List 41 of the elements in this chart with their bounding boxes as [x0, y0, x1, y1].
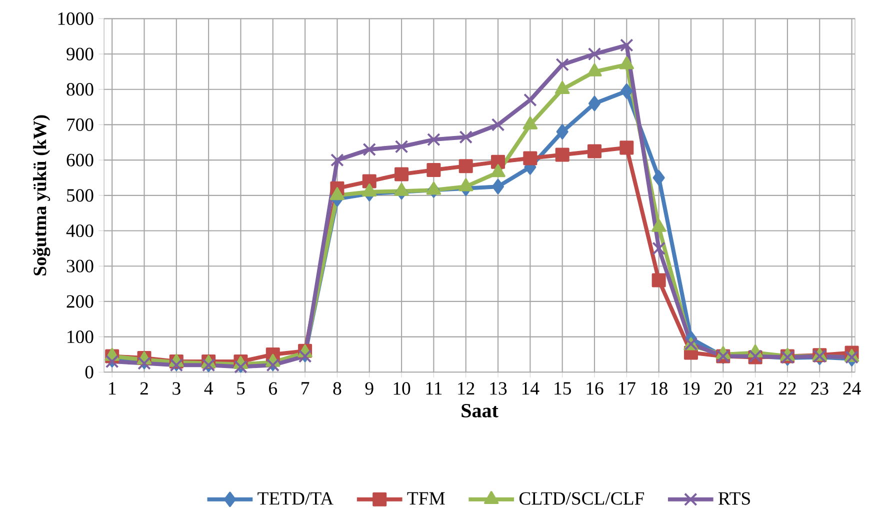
x-tick-label: 8 [333, 382, 342, 396]
x-tick-label: 13 [490, 382, 507, 395]
y-tick-label: 300 [66, 260, 94, 273]
y-tick-label: 1000 [58, 12, 94, 26]
x-tick-label: 20 [714, 382, 732, 396]
x-tick-label: 12 [458, 382, 474, 395]
legend-label: RTS [718, 492, 750, 505]
y-tick-label: 200 [66, 295, 94, 308]
x-tick-label: 23 [811, 382, 828, 395]
x-tick-label: 17 [618, 382, 636, 395]
x-tick-label: 6 [269, 382, 278, 395]
x-tick-label: 19 [683, 382, 700, 395]
x-tick-label: 14 [522, 382, 540, 395]
y-tick-label: 400 [66, 224, 94, 238]
x-tick-label: 24 [843, 382, 861, 395]
x-tick-label: 10 [394, 382, 410, 396]
x-tick-label: 15 [554, 382, 571, 395]
x-tick-label: 22 [778, 382, 796, 395]
x-axis-title: Saat [462, 404, 498, 418]
y-tick-label: 0 [85, 366, 94, 379]
x-tick-label: 4 [204, 382, 213, 395]
x-tick-label: 11 [426, 382, 442, 395]
y-tick-label: 900 [66, 48, 94, 61]
x-tick-label: 3 [172, 382, 180, 395]
x-tick-label: 16 [586, 382, 604, 395]
x-tick-label: 2 [140, 382, 148, 395]
legend-label: TFM [407, 492, 445, 505]
legend-label: TETD/TA [258, 492, 334, 505]
y-tick-label: 600 [66, 154, 94, 167]
y-tick-label: 500 [67, 189, 94, 202]
x-tick-label: 7 [302, 382, 310, 395]
legend-label: CLTD/SCL/CLF [519, 492, 644, 505]
y-axis-title: Soğutma yükü (kW) [32, 116, 50, 276]
x-tick-label: 9 [365, 382, 374, 395]
x-tick-label: 18 [651, 382, 668, 396]
y-tick-label: 800 [66, 83, 94, 96]
x-tick-label: 5 [237, 382, 245, 395]
y-tick-label: 700 [67, 118, 94, 132]
y-tick-label: 100 [68, 330, 94, 344]
x-tick-label: 21 [746, 382, 764, 395]
x-tick-label: 1 [109, 382, 116, 395]
